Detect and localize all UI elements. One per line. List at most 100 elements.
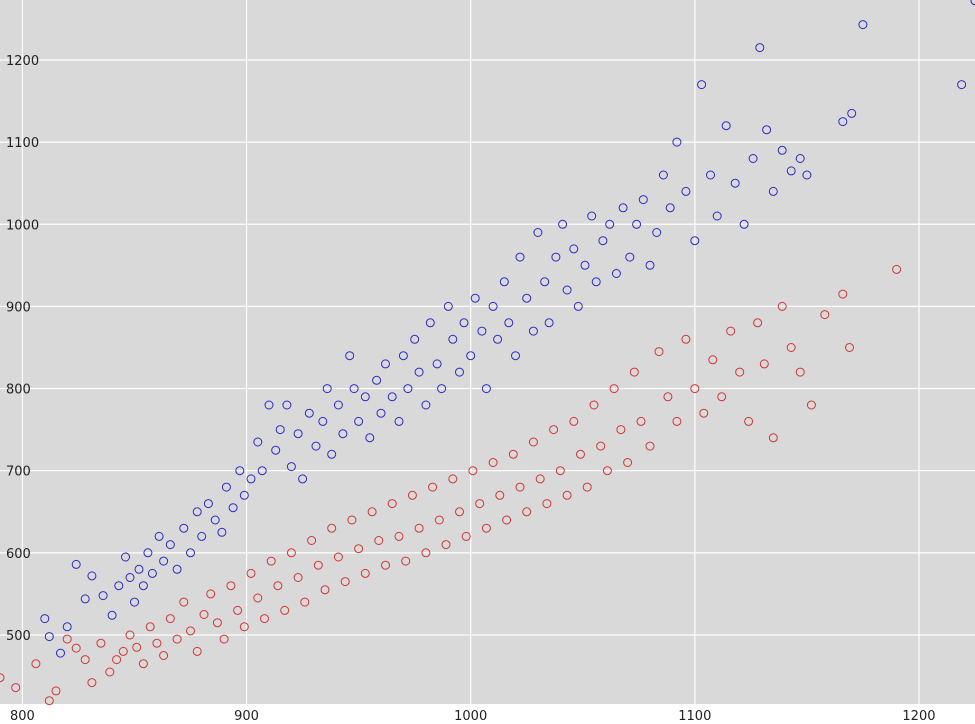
y-tick-label: 800	[6, 383, 31, 398]
data-point-series-2	[589, 400, 599, 410]
data-point-series-1	[598, 236, 608, 246]
data-point-series-2	[71, 643, 81, 653]
data-point-series-2	[795, 367, 805, 377]
data-point-series-2	[394, 531, 404, 541]
data-point-series-2	[266, 556, 276, 566]
data-point-series-2	[333, 552, 343, 562]
data-point-series-1	[573, 301, 583, 311]
data-point-series-2	[663, 392, 673, 402]
data-point-series-1	[327, 449, 337, 459]
data-point-series-1	[448, 334, 458, 344]
data-point-series-1	[481, 384, 491, 394]
data-point-series-2	[596, 441, 606, 451]
data-point-series-1	[625, 252, 635, 262]
data-point-series-1	[264, 400, 274, 410]
data-point-series-2	[96, 638, 106, 648]
data-point-series-2	[313, 560, 323, 570]
data-point-series-2	[654, 347, 664, 357]
y-tick-label: 700	[6, 465, 31, 480]
data-point-series-1	[257, 466, 267, 476]
data-point-series-1	[138, 581, 148, 591]
data-point-series-2	[118, 646, 128, 656]
data-point-series-1	[528, 326, 538, 336]
data-point-series-2	[699, 408, 709, 418]
data-point-series-2	[555, 466, 565, 476]
data-point-series-1	[282, 400, 292, 410]
x-tick-label: 1200	[902, 709, 935, 724]
x-axis-strip	[0, 704, 975, 724]
data-point-series-2	[421, 548, 431, 558]
data-point-series-1	[403, 384, 413, 394]
data-point-series-2	[138, 659, 148, 669]
data-point-series-1	[217, 527, 227, 537]
data-point-series-1	[387, 392, 397, 402]
data-point-series-1	[253, 437, 263, 447]
data-point-series-1	[437, 384, 447, 394]
data-point-series-1	[591, 277, 601, 287]
data-point-series-1	[847, 108, 857, 118]
data-point-series-2	[609, 384, 619, 394]
data-point-series-2	[717, 392, 727, 402]
data-point-series-1	[697, 80, 707, 90]
plot-background	[0, 0, 975, 704]
data-point-series-1	[365, 433, 375, 443]
data-point-series-1	[762, 125, 772, 135]
data-point-series-1	[455, 367, 464, 377]
data-point-series-1	[376, 408, 386, 418]
data-point-series-1	[293, 429, 303, 439]
data-point-series-1	[459, 318, 469, 328]
data-point-series-1	[645, 260, 655, 270]
data-point-series-2	[777, 301, 787, 311]
data-point-series-1	[197, 531, 207, 541]
data-point-series-2	[51, 686, 61, 696]
data-point-series-1	[618, 203, 628, 213]
data-point-series-1	[246, 474, 256, 484]
data-point-series-2	[508, 449, 518, 459]
data-point-series-2	[105, 667, 115, 677]
data-point-series-1	[425, 318, 435, 328]
data-point-series-2	[246, 568, 256, 578]
data-point-series-1	[62, 622, 72, 632]
data-point-series-2	[132, 642, 142, 652]
data-point-series-2	[461, 531, 471, 541]
data-point-series-2	[672, 416, 682, 426]
data-point-series-1	[179, 523, 189, 533]
data-point-series-1	[410, 334, 420, 344]
data-point-series-1	[71, 559, 81, 569]
data-point-series-1	[298, 474, 308, 484]
data-point-series-1	[349, 384, 359, 394]
data-point-series-2	[502, 515, 512, 525]
data-point-series-2	[159, 651, 169, 660]
data-point-series-1	[721, 121, 731, 131]
data-point-series-1	[271, 445, 281, 455]
data-point-series-2	[495, 490, 505, 500]
data-point-series-1	[515, 252, 525, 262]
data-point-series-1	[381, 359, 390, 369]
data-point-series-2	[239, 622, 249, 632]
data-point-series-1	[143, 548, 153, 558]
data-point-series-1	[632, 219, 642, 229]
x-tick-label: 1100	[678, 709, 711, 724]
data-point-series-1	[690, 236, 700, 246]
data-point-series-1	[432, 359, 442, 369]
y-tick-label: 600	[6, 547, 31, 562]
data-point-series-2	[448, 474, 458, 484]
data-point-series-2	[475, 499, 485, 509]
data-point-series-1	[421, 400, 431, 410]
data-point-series-1	[192, 507, 202, 517]
data-point-series-1	[107, 610, 117, 620]
x-tick-label: 1000	[454, 709, 487, 724]
data-point-series-1	[533, 228, 543, 237]
data-point-series-1	[681, 186, 691, 196]
data-point-series-1	[777, 145, 787, 155]
data-point-series-2	[354, 544, 364, 554]
data-point-series-1	[587, 211, 597, 221]
data-point-series-1	[802, 170, 812, 180]
data-point-series-2	[455, 507, 464, 517]
data-point-series-2	[535, 474, 545, 484]
data-point-series-2	[62, 634, 72, 644]
data-point-series-1	[470, 293, 480, 303]
data-point-series-1	[466, 351, 476, 361]
data-point-series-1	[672, 137, 682, 147]
